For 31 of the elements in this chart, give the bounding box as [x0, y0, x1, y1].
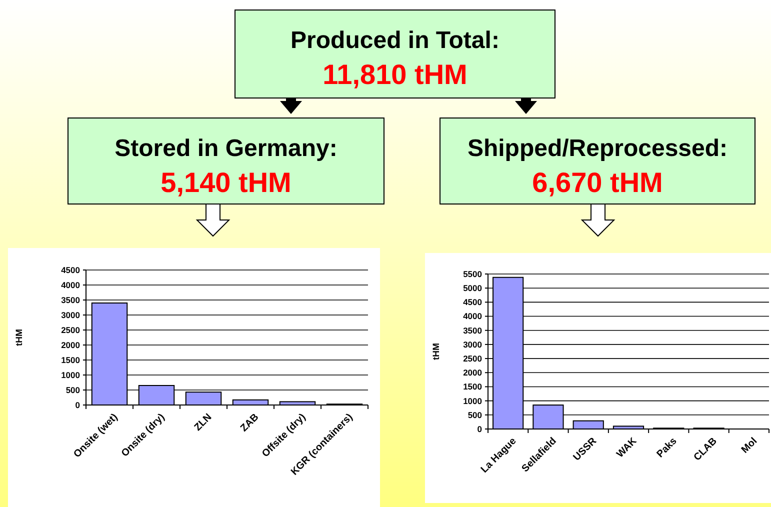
- y-tick-label: 1500: [463, 382, 482, 392]
- y-tick-label: 2000: [463, 368, 482, 378]
- text: 11,810 tHM: [322, 59, 468, 90]
- y-tick-label: 4000: [463, 311, 482, 322]
- y-tick-label: 4500: [463, 297, 482, 308]
- y-tick-label: 5000: [463, 283, 482, 294]
- y-tick-label: 4000: [61, 280, 80, 290]
- y-tick-label: 4500: [61, 264, 80, 275]
- y-tick-label: 2500: [61, 324, 80, 335]
- text: 6,670 tHM: [532, 167, 663, 198]
- y-tick-label: 0: [477, 424, 482, 434]
- y-tick-label: 3000: [61, 310, 80, 320]
- y-tick-label: 0: [75, 400, 80, 410]
- y-tick-label: 1000: [463, 396, 482, 406]
- y-tick-label: 1500: [61, 354, 80, 365]
- y-tick-label: 500: [468, 410, 482, 420]
- y-tick-label: 1000: [61, 370, 80, 380]
- text: Shipped/Reprocessed:: [467, 135, 728, 162]
- text: 5,140 tHM: [160, 167, 292, 198]
- text: Produced in Total:: [290, 27, 500, 54]
- y-axis-title: tHM: [431, 343, 441, 360]
- y-tick-label: 500: [66, 384, 80, 395]
- y-tick-label: 3500: [463, 325, 482, 336]
- y-tick-label: 2000: [61, 340, 80, 350]
- x-tick-label: Mol: [740, 436, 760, 456]
- y-tick-label: 5500: [463, 268, 482, 279]
- y-tick-label: 2500: [463, 354, 482, 364]
- y-tick-label: 3000: [463, 339, 482, 350]
- y-axis-title: tHM: [14, 329, 24, 346]
- y-tick-label: 3500: [61, 294, 80, 305]
- text: Stored in Germany:: [114, 135, 338, 162]
